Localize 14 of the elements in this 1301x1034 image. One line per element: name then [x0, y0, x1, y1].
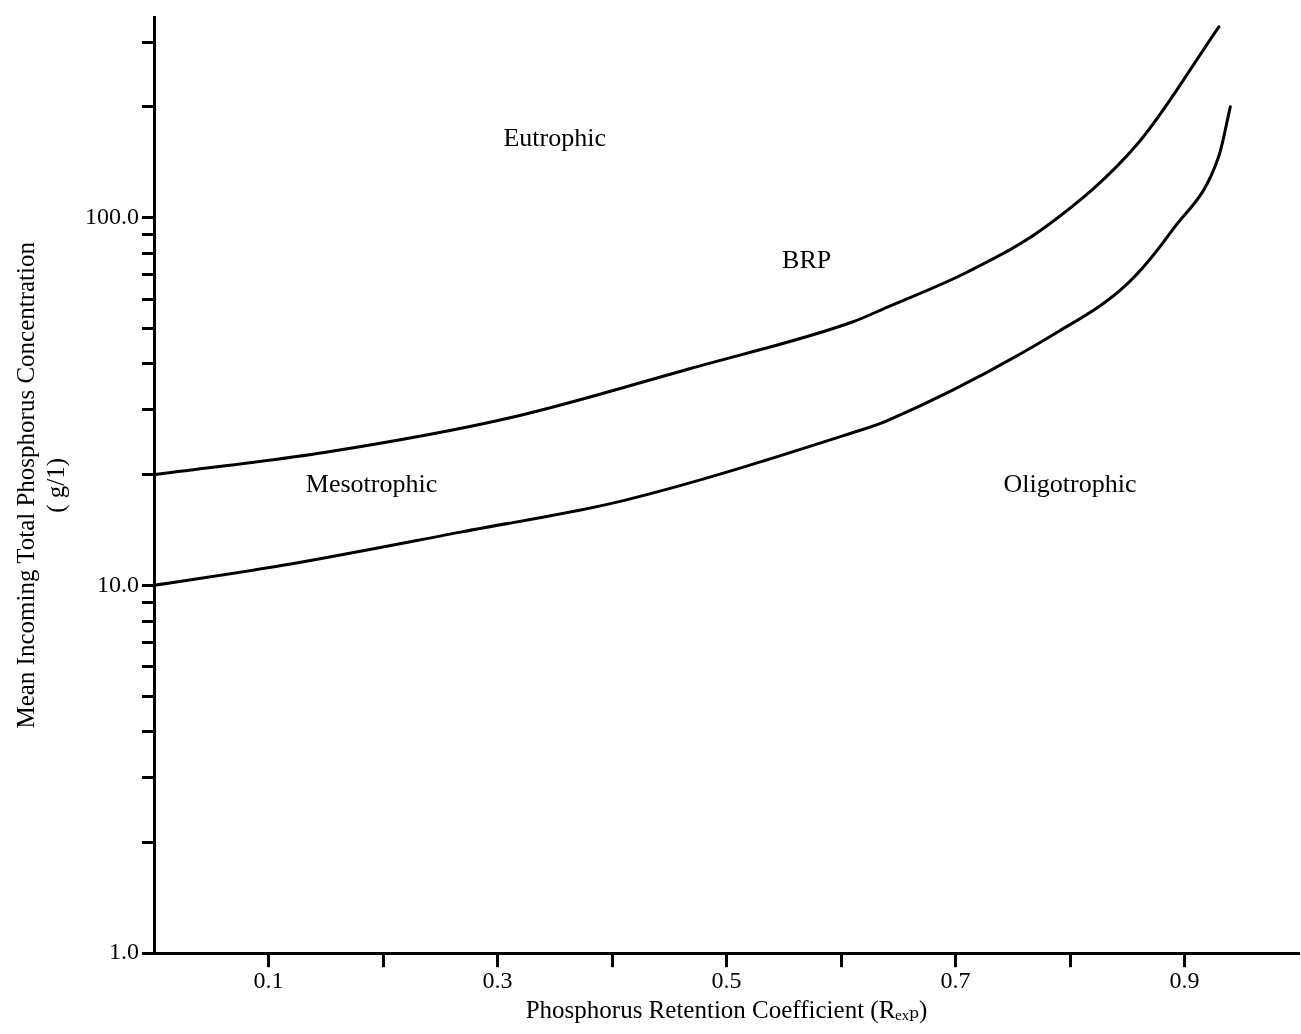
annotation: BRP [782, 244, 832, 274]
x-tick-label: 0.5 [711, 966, 742, 993]
annotation: Eutrophic [503, 122, 607, 152]
x-tick-label: 0.3 [482, 966, 513, 993]
x-tick-label: 0.7 [940, 966, 971, 993]
annotation: Mesotrophic [305, 469, 438, 499]
y-tick-label: 100.0 [85, 202, 139, 229]
annotation: Oligotrophic [1003, 469, 1137, 499]
x-axis-title: Phosphorus Retention Coefficient (Rₑₓₚ) [525, 995, 928, 1024]
y-axis-title: Mean Incoming Total Phosphorus Concentration ( g/1) [11, 241, 70, 729]
x-tick-label: 0.1 [253, 966, 284, 993]
y-tick-label: 1.0 [109, 938, 139, 965]
y-tick-label: 10.0 [97, 570, 139, 597]
x-tick-label: 0.9 [1169, 966, 1200, 993]
